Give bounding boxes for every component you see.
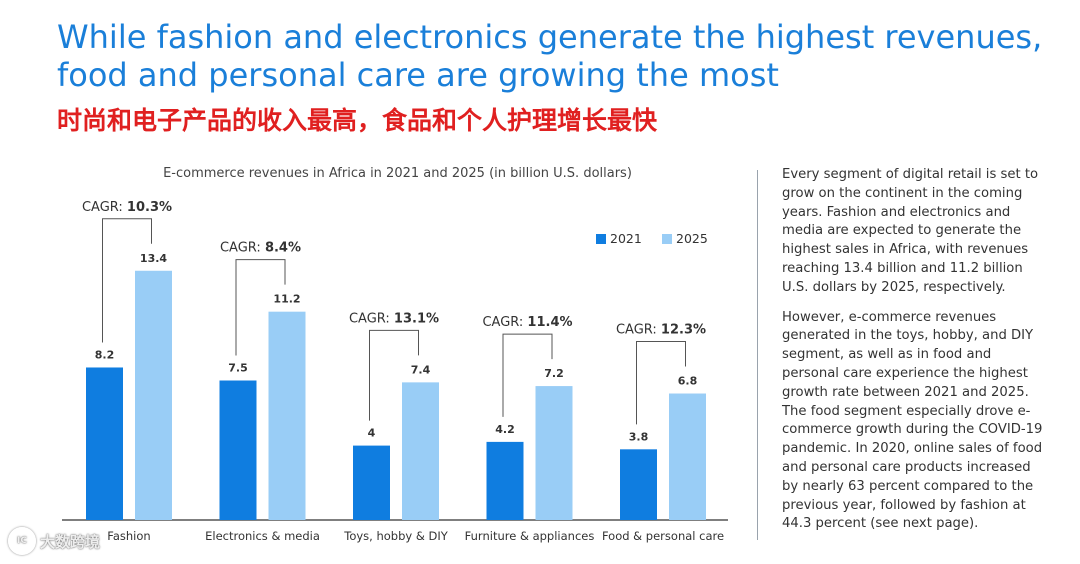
category-label: Electronics & media (205, 529, 320, 543)
bar-2025-4 (669, 393, 706, 520)
cagr-bracket (502, 333, 553, 417)
legend-label-2021: 2021 (610, 231, 642, 246)
revenue-bar-chart: 8.2 13.4 CAGR: 10.3% Fashion 7.5 11.2 CAGR: 8.… (62, 200, 728, 543)
cagr-label: CAGR: 13.1% (349, 311, 439, 326)
bar-2021-1 (219, 380, 257, 520)
category-label: Fashion (107, 529, 150, 543)
bar-2025-3 (535, 386, 573, 520)
cagr-value: 8.4% (265, 241, 301, 256)
cagr-label: CAGR: 8.4% (220, 241, 301, 256)
page-title: While fashion and electronics generate t… (57, 18, 1043, 94)
description-paragraph-1: Every segment of digital retail is set t… (782, 167, 1039, 295)
data-label-2021: 8.2 (95, 348, 115, 361)
cagr-value: 13.1% (394, 311, 439, 326)
category-label: Furniture & appliances (465, 529, 595, 543)
cagr-prefix: CAGR: (220, 241, 265, 256)
cagr-prefix: CAGR: (349, 311, 394, 326)
bar-2025-0 (135, 270, 172, 520)
data-label-2025: 7.4 (411, 363, 431, 376)
data-label-2021: 4.2 (495, 423, 515, 436)
cagr-prefix: CAGR: (82, 200, 127, 215)
vertical-divider (757, 170, 758, 540)
bar-2021-2 (353, 445, 390, 520)
category-label: Toys, hobby & DIY (343, 529, 448, 543)
bar-2025-2 (402, 382, 439, 520)
cagr-label: CAGR: 12.3% (616, 323, 706, 338)
cagr-bracket (235, 259, 286, 356)
data-label-2025: 11.2 (273, 293, 300, 306)
cagr-label: CAGR: 10.3% (82, 200, 172, 215)
watermark-text: 大数跨境 (40, 532, 101, 551)
bar-2021-0 (86, 367, 123, 520)
cagr-bracket (636, 341, 686, 425)
chart-title: E-commerce revenues in Africa in 2021 an… (163, 166, 632, 181)
watermark: IC 大数跨境 (8, 526, 100, 556)
data-label-2025: 7.2 (544, 367, 564, 380)
cagr-bracket (369, 329, 419, 421)
data-label-2021: 7.5 (228, 362, 248, 375)
cagr-label: CAGR: 11.4% (482, 315, 572, 330)
bar-2021-4 (620, 449, 657, 520)
watermark-logo-icon: IC (8, 527, 36, 555)
legend-label-2025: 2025 (676, 231, 708, 246)
category-label: Food & personal care (602, 529, 724, 543)
cagr-prefix: CAGR: (616, 323, 661, 338)
data-label-2025: 13.4 (140, 252, 167, 265)
cagr-bracket (102, 218, 152, 343)
cagr-value: 12.3% (661, 323, 706, 338)
legend-swatch-2021 (596, 234, 606, 244)
cagr-value: 11.4% (527, 315, 572, 330)
cagr-prefix: CAGR: (482, 315, 527, 330)
description-paragraph-2: However, e-commerce revenues generated i… (782, 309, 1043, 532)
data-label-2021: 3.8 (629, 430, 649, 443)
cagr-value: 10.3% (127, 200, 172, 215)
page-subtitle-chinese: 时尚和电子产品的收入最高，食品和个人护理增长最快 (57, 106, 658, 135)
description-panel: Every segment of digital retail is set t… (782, 166, 1044, 545)
legend-swatch-2025 (662, 234, 672, 244)
bar-2025-1 (268, 311, 306, 520)
data-label-2021: 4 (368, 427, 376, 440)
bar-2021-3 (486, 441, 524, 520)
data-label-2025: 6.8 (678, 375, 698, 388)
